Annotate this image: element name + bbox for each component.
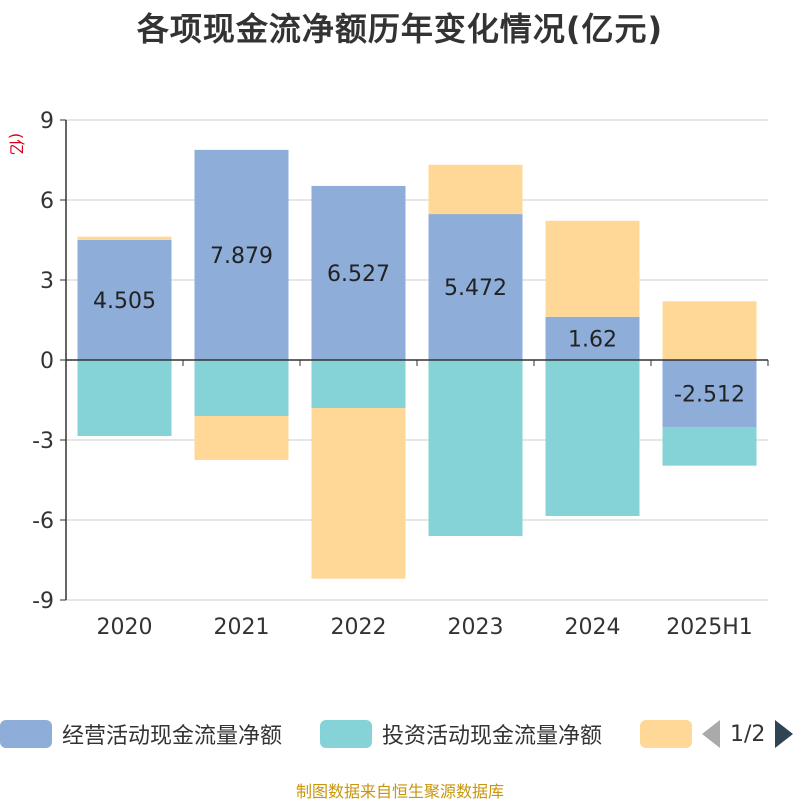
y-tick-label: 9 xyxy=(40,109,54,134)
bar-series2-2024 xyxy=(545,220,640,317)
x-tick-label: 2020 xyxy=(97,615,153,640)
cashflow-chart: -9 -6 -3 0 3 6 9 4.505 7.879 6.527 5.472 1.62 -2.512… xyxy=(32,109,769,640)
bar-series2-2022 xyxy=(311,408,406,579)
data-label: 6.527 xyxy=(327,262,390,287)
bar-series0-2021 xyxy=(194,149,289,360)
legend-swatch-operating xyxy=(0,720,52,748)
data-label: -2.512 xyxy=(674,382,745,407)
bar-series1-2020 xyxy=(77,360,172,436)
legend: 经营活动现金流量净额 投资活动现金流量净额 1/2 xyxy=(0,712,800,756)
bar-series1-2023 xyxy=(428,360,523,536)
bar-series2-2023 xyxy=(428,164,523,215)
legend-item-operating[interactable]: 经营活动现金流量净额 xyxy=(0,712,282,756)
legend-pager: 1/2 xyxy=(702,712,794,756)
bar-series0-2024 xyxy=(545,316,640,360)
y-tick-label: -6 xyxy=(32,509,54,534)
legend-label-operating: 经营活动现金流量净额 xyxy=(62,724,283,749)
bar-series1-2022 xyxy=(311,360,406,408)
bar-series0-2022 xyxy=(311,185,406,360)
data-label: 4.505 xyxy=(93,289,156,314)
data-source-note: 制图数据来自恒生聚源数据库 xyxy=(295,782,504,801)
y-tick-label: -9 xyxy=(32,589,54,614)
y-tick-label: 6 xyxy=(40,189,54,214)
y-tick-label: 3 xyxy=(40,269,54,294)
bar-series2-2020 xyxy=(77,236,172,240)
bar-series2-2025H1 xyxy=(662,301,757,360)
x-tick-label: 2025H1 xyxy=(666,615,753,640)
x-tick-label: 2021 xyxy=(214,615,270,640)
legend-next-page-icon[interactable] xyxy=(775,720,794,748)
x-tick-label: 2022 xyxy=(331,615,387,640)
bar-series2-2021 xyxy=(194,416,289,460)
bar-series0-2025H1 xyxy=(662,360,757,427)
y-tick-label: -3 xyxy=(32,429,54,454)
bar-series1-2021 xyxy=(194,360,289,416)
bar-series1-2025H1 xyxy=(662,426,757,466)
chart-title: 各项现金流净额历年变化情况(亿元) xyxy=(136,10,664,48)
bar-series0-2023 xyxy=(428,214,523,360)
legend-item-investing[interactable]: 投资活动现金流量净额 xyxy=(320,712,602,756)
data-label: 1.62 xyxy=(568,327,617,352)
legend-prev-page-icon[interactable] xyxy=(702,720,720,748)
data-label: 5.472 xyxy=(444,276,507,301)
legend-swatch-financing xyxy=(640,720,692,748)
x-tick-label: 2024 xyxy=(565,615,621,640)
legend-page-indicator: 1/2 xyxy=(730,721,766,747)
bar-series0-2020 xyxy=(77,239,172,360)
legend-label-investing: 投资活动现金流量净额 xyxy=(382,724,603,749)
legend-item-financing[interactable] xyxy=(640,712,692,756)
data-label: 7.879 xyxy=(210,244,273,269)
bar-series1-2024 xyxy=(545,360,640,516)
x-tick-label: 2023 xyxy=(448,615,504,640)
legend-swatch-investing xyxy=(320,720,372,748)
y-tick-label: 0 xyxy=(40,349,54,374)
